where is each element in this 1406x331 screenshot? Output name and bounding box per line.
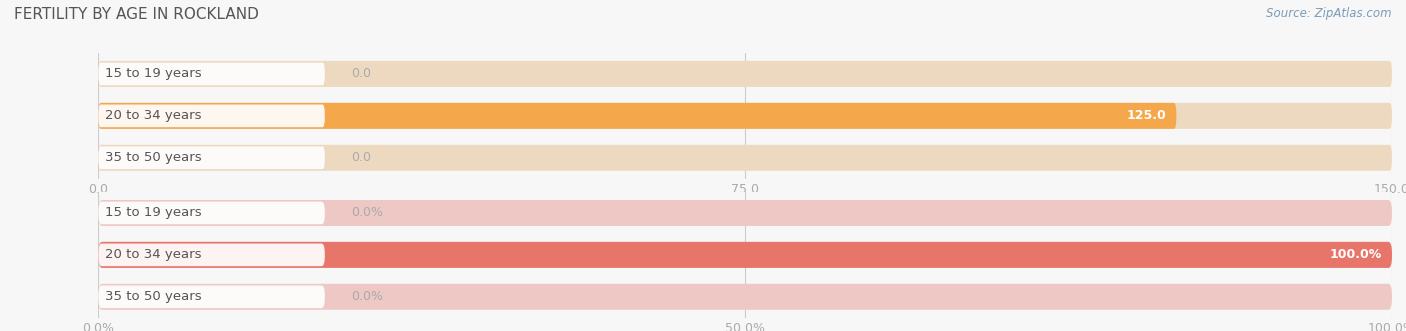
Text: 0.0%: 0.0%	[350, 207, 382, 219]
FancyBboxPatch shape	[98, 146, 325, 169]
Text: 100.0%: 100.0%	[1329, 248, 1382, 261]
FancyBboxPatch shape	[98, 244, 325, 266]
Text: FERTILITY BY AGE IN ROCKLAND: FERTILITY BY AGE IN ROCKLAND	[14, 7, 259, 22]
FancyBboxPatch shape	[98, 103, 1392, 129]
Text: 0.0%: 0.0%	[350, 290, 382, 303]
FancyBboxPatch shape	[98, 105, 325, 127]
FancyBboxPatch shape	[98, 242, 1392, 268]
FancyBboxPatch shape	[98, 285, 325, 308]
FancyBboxPatch shape	[98, 200, 1392, 226]
Text: 15 to 19 years: 15 to 19 years	[105, 68, 201, 80]
FancyBboxPatch shape	[98, 202, 325, 224]
Text: 35 to 50 years: 35 to 50 years	[105, 151, 201, 164]
Text: 15 to 19 years: 15 to 19 years	[105, 207, 201, 219]
FancyBboxPatch shape	[98, 242, 1392, 268]
FancyBboxPatch shape	[98, 284, 1392, 310]
Text: 0.0: 0.0	[350, 68, 371, 80]
FancyBboxPatch shape	[98, 103, 1177, 129]
FancyBboxPatch shape	[98, 145, 1392, 171]
Text: 35 to 50 years: 35 to 50 years	[105, 290, 201, 303]
FancyBboxPatch shape	[98, 61, 1392, 87]
Text: 125.0: 125.0	[1126, 109, 1166, 122]
Text: 20 to 34 years: 20 to 34 years	[105, 109, 201, 122]
Text: 0.0: 0.0	[350, 151, 371, 164]
Text: 20 to 34 years: 20 to 34 years	[105, 248, 201, 261]
FancyBboxPatch shape	[98, 63, 325, 85]
Text: Source: ZipAtlas.com: Source: ZipAtlas.com	[1267, 7, 1392, 20]
